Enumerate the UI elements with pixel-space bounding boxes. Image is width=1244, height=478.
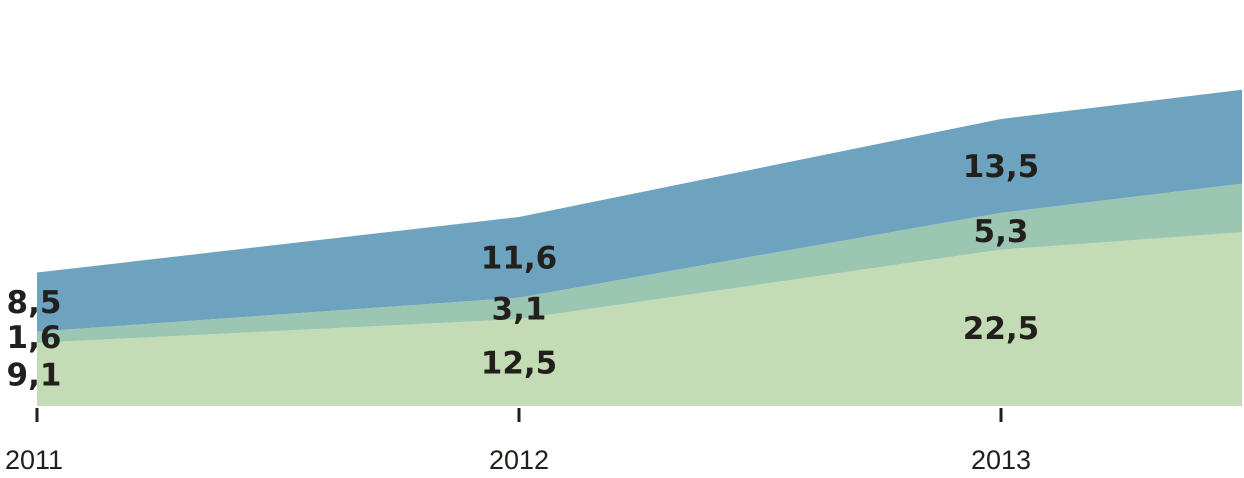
x-axis: 2011 2012 2013 <box>5 408 1031 475</box>
area-series-0 <box>37 232 1242 406</box>
data-label: 13,5 <box>963 149 1040 185</box>
data-labels: 9,1 12,5 22,5 1,6 3,1 5,3 8,5 11,6 13,5 <box>7 149 1040 394</box>
area-series-1 <box>37 183 1242 343</box>
data-label: 1,6 <box>7 320 62 356</box>
data-label: 8,5 <box>7 285 62 321</box>
areas <box>37 89 1242 406</box>
area-series-2 <box>37 89 1242 332</box>
x-tick-label: 2011 <box>5 445 63 475</box>
data-label: 12,5 <box>481 346 558 382</box>
data-label: 3,1 <box>492 291 547 327</box>
data-label: 11,6 <box>481 240 558 276</box>
x-tick-label: 2013 <box>971 445 1031 475</box>
x-tick-label: 2012 <box>489 445 549 475</box>
data-label: 9,1 <box>7 357 62 393</box>
data-label: 5,3 <box>974 214 1029 250</box>
data-label: 22,5 <box>963 311 1040 347</box>
